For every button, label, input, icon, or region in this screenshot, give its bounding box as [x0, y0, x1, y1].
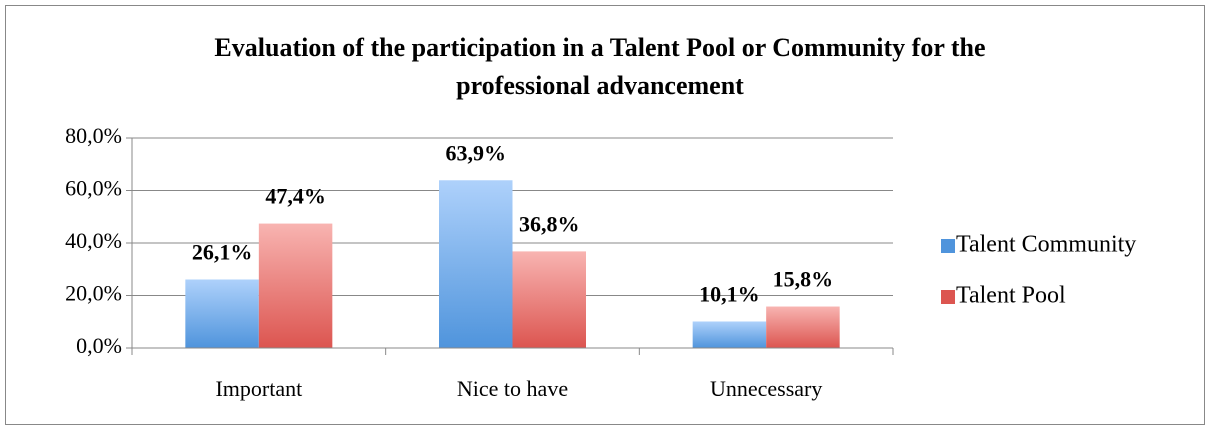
- y-tick-label: 20,0%: [65, 281, 122, 306]
- chart-border: [5, 5, 1205, 425]
- data-label: 63,9%: [446, 140, 507, 165]
- bar: [766, 306, 840, 348]
- bar: [512, 251, 586, 348]
- chart-title: Evaluation of the participation in a Tal…: [214, 33, 985, 100]
- legend-swatch: [941, 290, 955, 304]
- y-tick-label: 40,0%: [65, 228, 122, 253]
- legend-swatch: [941, 239, 955, 253]
- data-label: 26,1%: [192, 240, 253, 265]
- bar: [185, 279, 259, 348]
- data-label: 10,1%: [699, 282, 760, 307]
- bar: [258, 223, 333, 348]
- x-tick-label: Unnecessary: [710, 376, 822, 401]
- y-tick-label: 80,0%: [65, 123, 122, 148]
- data-label: 36,8%: [519, 211, 580, 236]
- y-tick-label: 0,0%: [76, 333, 122, 358]
- x-tick-label: Important: [215, 376, 302, 401]
- bar: [439, 180, 513, 348]
- data-label: 47,4%: [265, 184, 326, 209]
- legend-label: Talent Pool: [956, 283, 1066, 309]
- x-tick-label: Nice to have: [457, 376, 568, 401]
- data-label: 15,8%: [773, 267, 834, 292]
- bar: [692, 321, 767, 348]
- y-tick-label: 60,0%: [65, 176, 122, 201]
- legend-label: Talent Community: [956, 232, 1136, 258]
